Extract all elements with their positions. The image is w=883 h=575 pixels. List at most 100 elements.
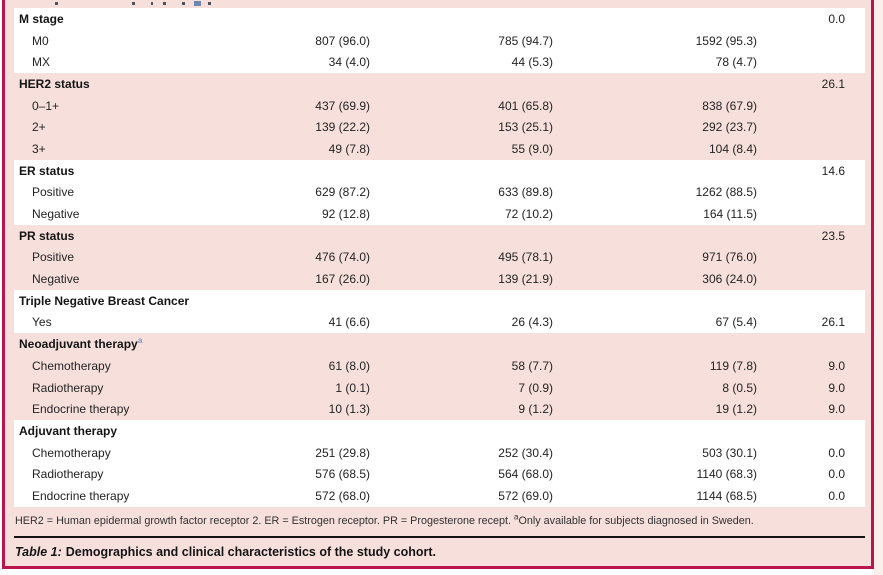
row-label: 0–1+ bbox=[32, 98, 60, 113]
value-col3: 104 (8.4) bbox=[708, 141, 757, 156]
data-row: M0 807 (96.0) 785 (94.7) 1592 (95.3) bbox=[14, 30, 865, 52]
row-label: Negative bbox=[32, 207, 80, 222]
value-col3-empty bbox=[553, 225, 757, 247]
group-header-label: Adjuvant therapy bbox=[19, 423, 118, 438]
table-section: Neoadjuvant therapya Chemotherapy 61 (8.0)… bbox=[14, 333, 865, 420]
value-col1-empty bbox=[194, 73, 370, 95]
group-header-row: ER status 14.6 bbox=[14, 160, 865, 182]
data-row: Radiotherapy 576 (68.5) 564 (68.0) 1140 (68… bbox=[14, 463, 865, 485]
group-header-label: Triple Negative Breast Cancer bbox=[19, 293, 190, 308]
row-label: M0 bbox=[32, 33, 49, 48]
value-col1: 41 (6.6) bbox=[328, 315, 370, 330]
value-col3: 292 (23.7) bbox=[702, 120, 757, 135]
value-col2: 401 (65.8) bbox=[498, 98, 553, 113]
value-col2-empty bbox=[370, 225, 553, 247]
value-col3: 971 (76.0) bbox=[702, 250, 757, 265]
data-row: Positive 476 (74.0) 495 (78.1) 971 (76.0) bbox=[14, 247, 865, 269]
value-col2: 495 (78.1) bbox=[498, 250, 553, 265]
group-header-row: HER2 status 26.1 bbox=[14, 73, 865, 95]
data-row: Positive 629 (87.2) 633 (89.8) 1262 (88.5) bbox=[14, 182, 865, 204]
value-col1: 61 (8.0) bbox=[328, 358, 370, 373]
row-label: Radiotherapy bbox=[32, 380, 104, 395]
missing-percent-value: 0.0 bbox=[828, 488, 845, 503]
data-row: 3+ 49 (7.8) 55 (9.0) 104 (8.4) bbox=[14, 138, 865, 160]
table-footnote: HER2 = Human epidermal growth factor rec… bbox=[5, 507, 871, 536]
cutoff-text-fragment bbox=[163, 2, 166, 5]
value-col1: 576 (68.5) bbox=[315, 467, 370, 482]
value-col1: 10 (1.3) bbox=[328, 402, 370, 417]
value-col1-empty bbox=[194, 333, 370, 355]
missing-percent-value: 0.0 bbox=[828, 467, 845, 482]
cutoff-text-fragment bbox=[208, 2, 211, 5]
value-col3: 119 (7.8) bbox=[709, 358, 757, 373]
group-header-row: PR status 23.5 bbox=[14, 225, 865, 247]
value-col1: 437 (69.9) bbox=[315, 98, 370, 113]
value-col1: 572 (68.0) bbox=[315, 488, 370, 503]
row-label: Chemotherapy bbox=[32, 358, 111, 373]
value-col3-empty bbox=[553, 8, 757, 30]
page-right-margin bbox=[874, 0, 883, 575]
value-col3: 164 (11.5) bbox=[703, 207, 757, 222]
data-row: Yes 41 (6.6) 26 (4.3) 67 (5.4) 26.1 bbox=[14, 312, 865, 334]
data-row: Endocrine therapy 10 (1.3) 9 (1.2) 19 (1.2)… bbox=[14, 398, 865, 420]
table-section: PR status 23.5 Positive 476 (74.0) 495 (78.1… bbox=[14, 225, 865, 290]
group-header-label: ER status bbox=[19, 163, 75, 178]
value-col1: 251 (29.8) bbox=[315, 445, 370, 460]
missing-percent-value bbox=[757, 138, 865, 160]
table-section: ER status 14.6 Positive 629 (87.2) 633 (89.8… bbox=[14, 159, 865, 225]
row-label: Chemotherapy bbox=[32, 445, 111, 460]
value-col3: 1140 (68.3) bbox=[696, 467, 758, 482]
value-col2: 72 (10.2) bbox=[504, 207, 553, 222]
value-col3: 8 (0.5) bbox=[722, 380, 757, 395]
row-label: MX bbox=[32, 55, 50, 70]
data-row: Endocrine therapy 572 (68.0) 572 (69.0) 114… bbox=[14, 485, 865, 507]
missing-percent-value bbox=[757, 333, 865, 355]
missing-percent-value bbox=[757, 247, 865, 269]
value-col1: 49 (7.8) bbox=[328, 141, 370, 156]
value-col3-empty bbox=[553, 333, 757, 355]
data-row: Chemotherapy 251 (29.8) 252 (30.4) 503 (30.… bbox=[14, 442, 865, 464]
missing-percent-value bbox=[757, 116, 865, 138]
cutoff-text-fragment bbox=[194, 1, 201, 6]
group-header-row: Adjuvant therapy bbox=[14, 420, 865, 442]
value-col3: 1262 (88.5) bbox=[695, 185, 757, 200]
data-row: Negative 92 (12.8) 72 (10.2) 164 (11.5) bbox=[14, 203, 865, 225]
value-col2-empty bbox=[370, 73, 553, 95]
value-col2: 252 (30.4) bbox=[498, 445, 553, 460]
group-header-row: Neoadjuvant therapya bbox=[14, 333, 865, 355]
footnote-marker: a bbox=[137, 335, 143, 346]
value-col1: 167 (26.0) bbox=[315, 272, 370, 287]
table-section: M stage 0.0 M0 807 (96.0) 785 (94.7) 1592 (95… bbox=[14, 8, 865, 74]
row-label: Endocrine therapy bbox=[32, 402, 130, 417]
value-col1-empty bbox=[194, 225, 370, 247]
data-row: Chemotherapy 61 (8.0) 58 (7.7) 119 (7.8) 9.0 bbox=[14, 355, 865, 377]
missing-percent-value: 0.0 bbox=[828, 445, 845, 460]
value-col1-empty bbox=[194, 420, 370, 442]
row-label: Radiotherapy bbox=[32, 467, 104, 482]
value-col2: 139 (21.9) bbox=[498, 272, 553, 287]
missing-percent-value bbox=[757, 203, 865, 225]
value-col2: 44 (5.3) bbox=[511, 55, 553, 70]
value-col3-empty bbox=[553, 420, 757, 442]
footnote-note: Only available for subjects diagnosed in… bbox=[518, 514, 754, 527]
caption-divider bbox=[14, 535, 865, 538]
missing-percent-value bbox=[757, 51, 865, 73]
value-col2: 58 (7.7) bbox=[511, 358, 553, 373]
missing-percent-value: 9.0 bbox=[828, 380, 845, 395]
value-col2: 55 (9.0) bbox=[511, 141, 553, 156]
table-section: Triple Negative Breast Cancer Yes 41 (6.6)… bbox=[14, 289, 865, 334]
data-row: Radiotherapy 1 (0.1) 7 (0.9) 8 (0.5) 9.0 bbox=[14, 377, 865, 399]
value-col1-empty bbox=[194, 160, 370, 182]
value-col3: 1592 (95.3) bbox=[695, 33, 757, 48]
row-label: 3+ bbox=[32, 141, 46, 156]
table-caption-text: Demographics and clinical characteristic… bbox=[65, 544, 437, 559]
value-col1: 476 (74.0) bbox=[315, 250, 370, 265]
value-col1: 139 (22.2) bbox=[315, 120, 370, 135]
group-header-label: Neoadjuvant therapya bbox=[19, 335, 143, 352]
value-col1: 34 (4.0) bbox=[328, 55, 370, 70]
demographics-table: M stage 0.0 M0 807 (96.0) 785 (94.7) 1592 (95… bbox=[14, 8, 865, 507]
value-col2-empty bbox=[370, 290, 553, 312]
footnote-abbreviations: HER2 = Human epidermal growth factor rec… bbox=[15, 514, 515, 527]
row-label: 2+ bbox=[32, 120, 46, 135]
footnote-marker: a bbox=[514, 512, 519, 522]
